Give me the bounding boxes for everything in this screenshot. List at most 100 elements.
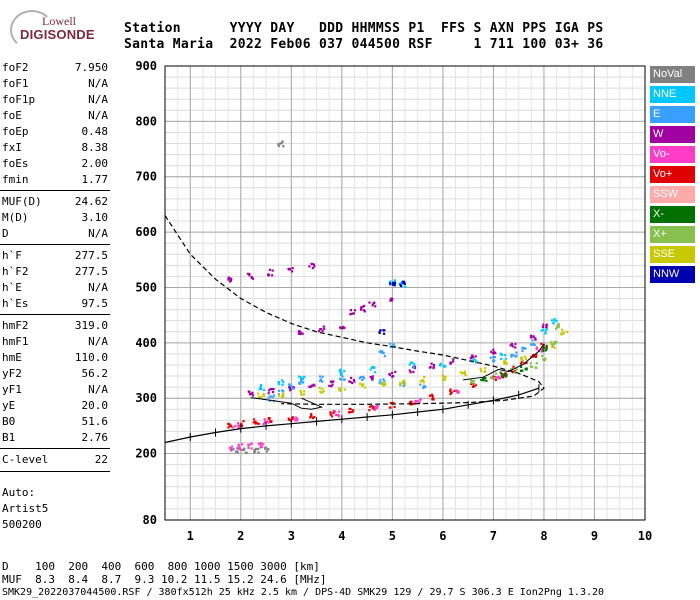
echo-point xyxy=(524,357,528,360)
echo-point xyxy=(449,361,453,364)
echo-point xyxy=(318,330,321,333)
echo-point xyxy=(403,381,406,384)
echo-point xyxy=(391,281,395,284)
param-key: B1 xyxy=(2,431,16,444)
echo-point xyxy=(505,375,508,378)
echo-point xyxy=(554,342,557,345)
param-value: 97.5 xyxy=(81,297,109,310)
echo-point xyxy=(333,410,336,413)
echo-point xyxy=(383,355,386,358)
x-tick-label: 10 xyxy=(638,529,652,543)
echo-point xyxy=(288,384,291,387)
echo-point xyxy=(250,442,253,445)
echo-point xyxy=(236,451,239,454)
echo-point xyxy=(368,405,372,408)
echo-point xyxy=(371,304,374,307)
echo-point xyxy=(258,388,261,391)
echo-point xyxy=(510,342,514,345)
y-tick-label: 80 xyxy=(143,513,157,527)
echo-point xyxy=(431,398,434,401)
trace-curve-crossed xyxy=(164,387,540,444)
echo-point xyxy=(257,395,261,399)
echo-point xyxy=(502,376,505,379)
echo-point xyxy=(237,445,240,448)
echo-point xyxy=(459,371,462,374)
param-value: 8.38 xyxy=(81,141,109,154)
param-separator xyxy=(0,314,110,315)
echo-point xyxy=(311,262,314,266)
param-separator xyxy=(0,471,110,472)
echo-point xyxy=(480,369,483,372)
echo-point xyxy=(371,375,374,378)
echo-point xyxy=(432,367,435,370)
legend-item-sse: SSE xyxy=(650,246,695,263)
param-d: D N/A xyxy=(2,226,108,242)
param-key: foF1 xyxy=(2,77,29,90)
echo-point xyxy=(351,381,354,385)
echo-point xyxy=(540,329,543,332)
legend-item-x: X+ xyxy=(650,226,695,243)
echo-point xyxy=(463,372,467,375)
echo-point xyxy=(492,376,496,379)
echo-point xyxy=(557,326,560,329)
echo-point xyxy=(271,269,274,272)
echo-point xyxy=(463,370,466,373)
echo-point xyxy=(259,442,263,445)
echo-point xyxy=(403,382,406,385)
y-tick-label: 800 xyxy=(135,114,157,128)
echo-point xyxy=(257,451,260,454)
echo-point xyxy=(515,351,518,354)
echo-point xyxy=(414,401,417,404)
echo-point xyxy=(534,355,538,358)
echo-point xyxy=(495,372,498,375)
echo-point xyxy=(544,329,548,332)
auto-code: 500200 xyxy=(2,518,42,531)
echo-point xyxy=(240,448,243,451)
echo-point xyxy=(376,404,379,408)
echo-point xyxy=(338,387,341,390)
echo-point xyxy=(392,343,395,346)
echo-point xyxy=(374,405,377,408)
echo-point xyxy=(259,385,263,388)
echo-point xyxy=(540,342,543,345)
echo-point xyxy=(378,381,381,384)
echo-point xyxy=(432,365,435,368)
echo-point xyxy=(534,338,537,341)
echo-point xyxy=(266,420,269,423)
echo-point xyxy=(277,389,281,392)
echo-point xyxy=(260,387,263,391)
legend-item-nne: NNE xyxy=(650,86,695,103)
echo-point xyxy=(297,332,301,335)
echo-point xyxy=(492,358,495,362)
param-key: h`F2 xyxy=(2,265,29,278)
echo-point xyxy=(287,267,290,271)
echo-point xyxy=(553,319,556,322)
param-key: B0 xyxy=(2,415,16,428)
param-key: D xyxy=(2,227,9,240)
echo-point xyxy=(432,363,436,367)
echo-point xyxy=(529,362,533,365)
echo-point xyxy=(264,420,267,423)
echo-point xyxy=(382,332,386,335)
echo-point xyxy=(254,420,257,423)
echo-point xyxy=(280,142,283,145)
echo-point xyxy=(471,354,474,358)
echo-point xyxy=(492,348,495,351)
param-value: 51.6 xyxy=(81,415,109,428)
echo-point xyxy=(361,378,364,382)
param-yf1: yF1 N/A xyxy=(2,382,108,398)
echo-point xyxy=(523,355,527,358)
echo-point xyxy=(532,343,535,346)
echo-point xyxy=(388,342,392,345)
echo-point xyxy=(267,389,271,392)
echo-point xyxy=(297,330,301,333)
echo-point xyxy=(382,381,385,384)
echo-point xyxy=(389,299,392,302)
echo-point xyxy=(393,279,397,282)
echo-point xyxy=(551,344,554,347)
echo-point xyxy=(343,388,346,391)
echo-point xyxy=(299,380,303,383)
echo-point xyxy=(330,385,333,388)
echo-point xyxy=(431,396,434,399)
echo-point xyxy=(552,322,555,325)
